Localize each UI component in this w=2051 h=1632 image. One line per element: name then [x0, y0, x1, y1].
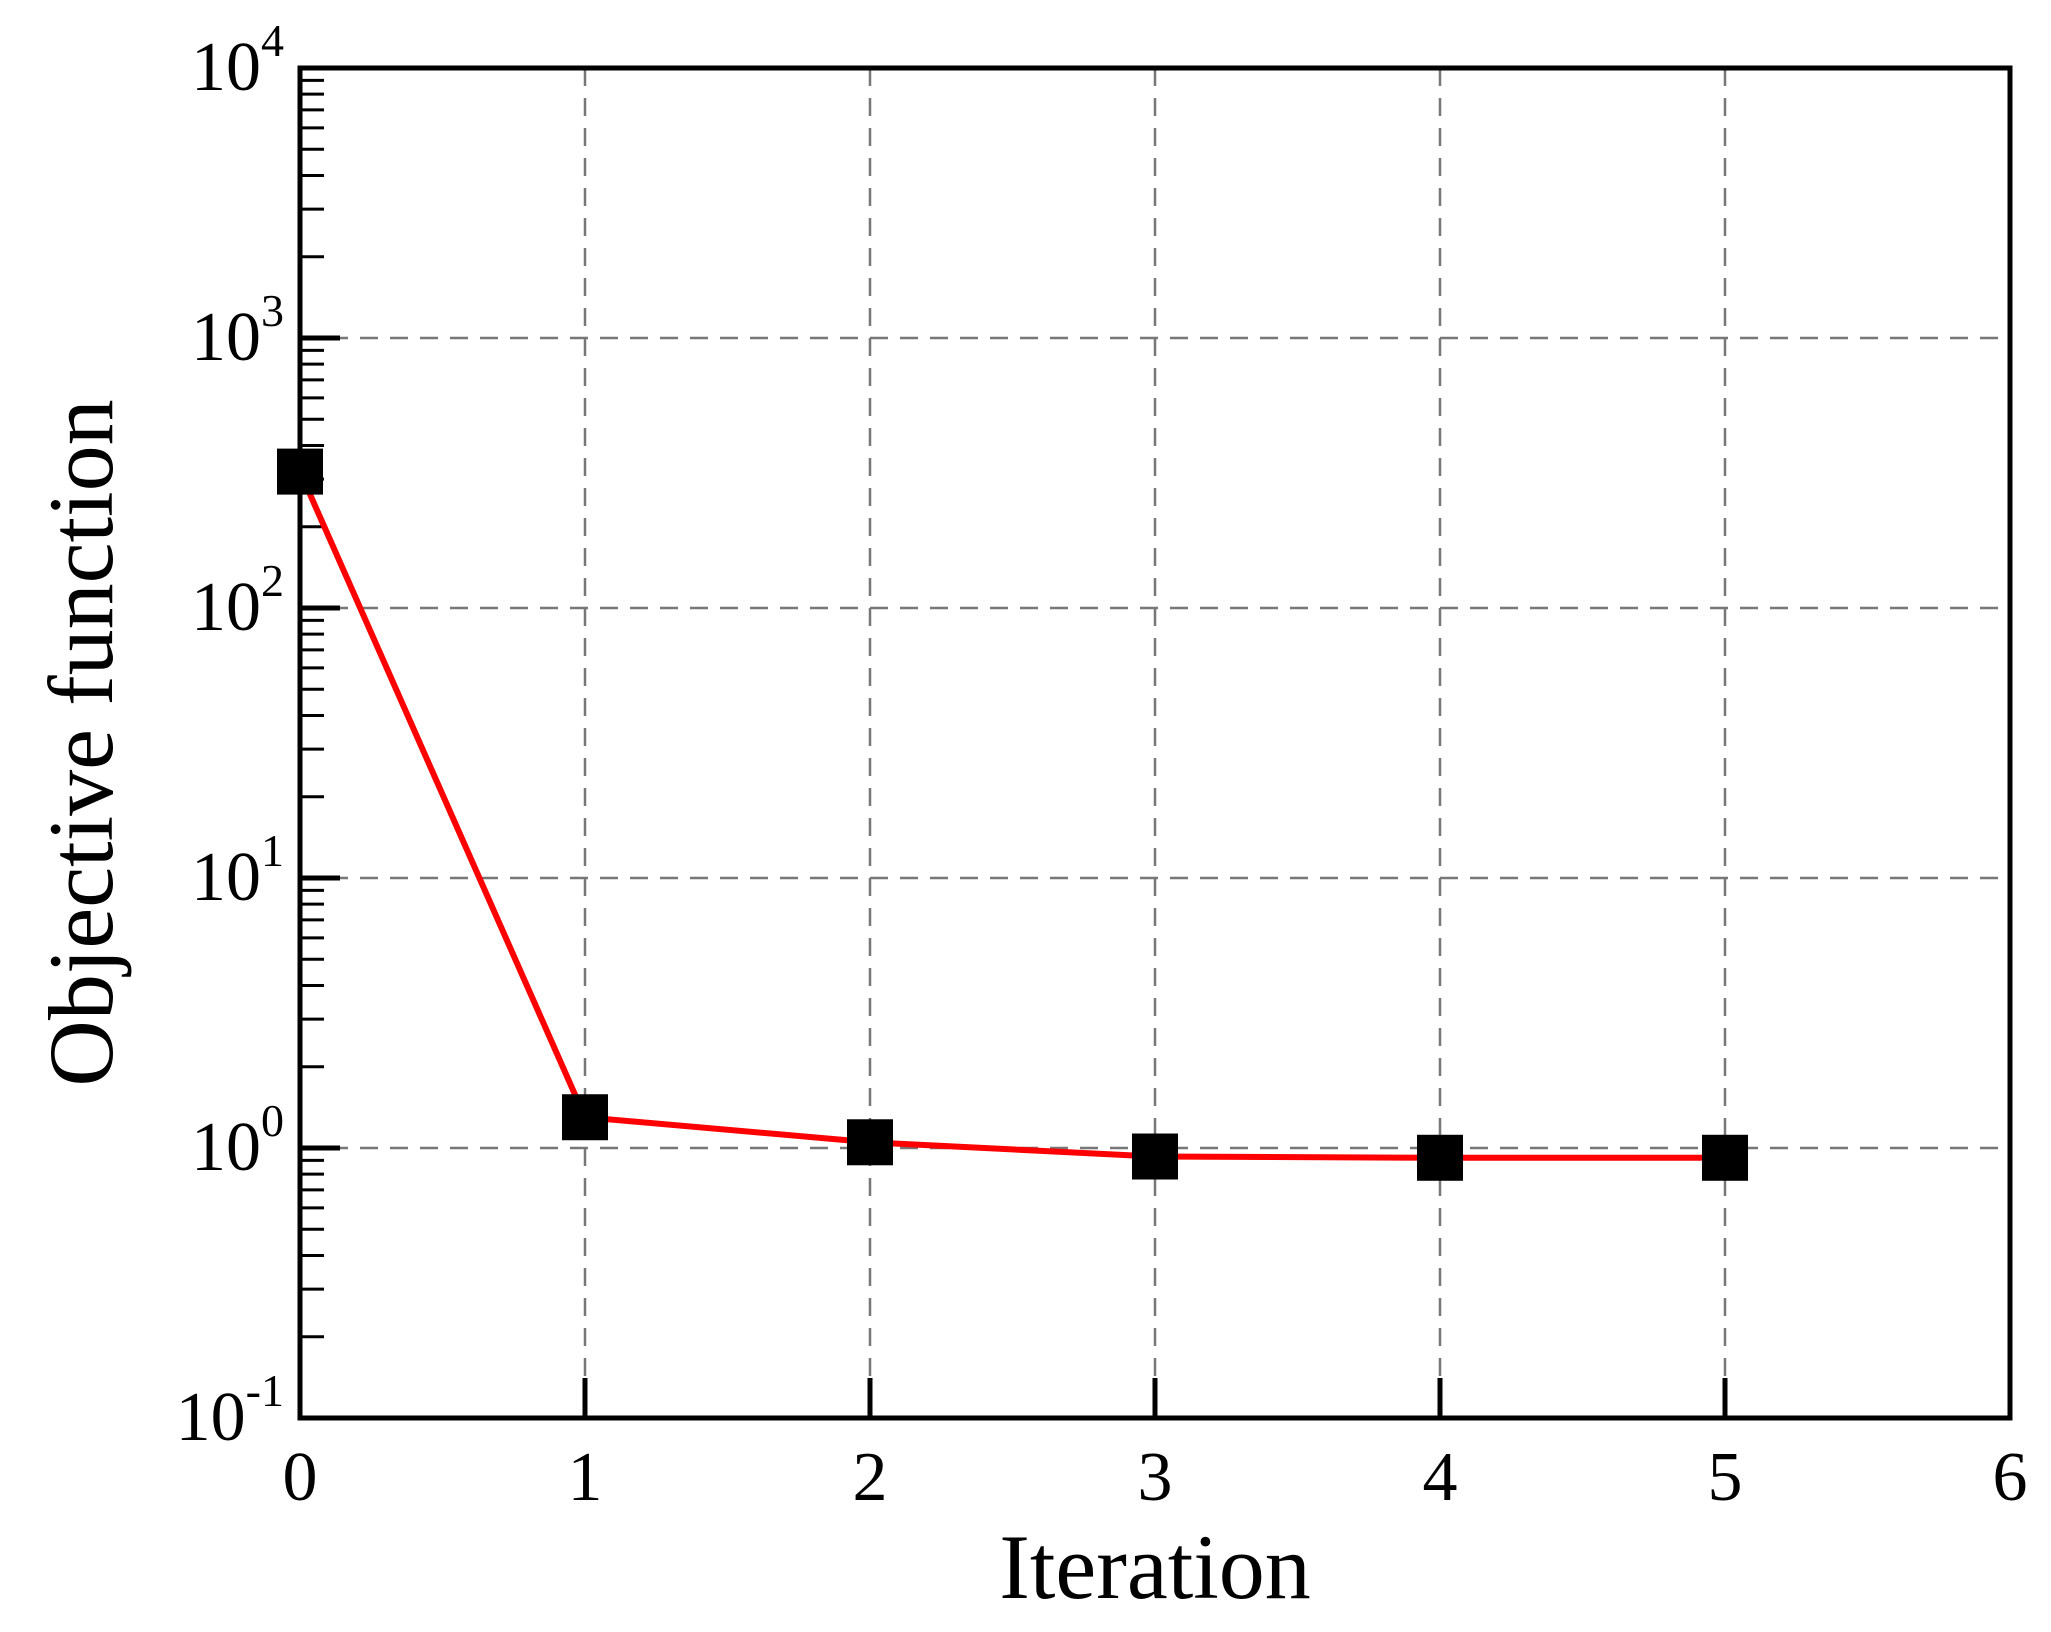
- x-tick-label: 5: [1708, 1439, 1743, 1516]
- data-point-marker: [1132, 1133, 1178, 1180]
- x-tick-label: 4: [1423, 1439, 1458, 1516]
- y-tick-label: 10-1: [176, 1365, 284, 1456]
- y-tick-label: 100: [191, 1095, 284, 1186]
- x-tick-label: 0: [283, 1439, 318, 1516]
- y-tick-label: 101: [191, 825, 284, 916]
- y-axis-title: Objective function: [30, 399, 132, 1086]
- x-tick-label: 3: [1138, 1439, 1173, 1516]
- data-point-marker: [847, 1119, 893, 1166]
- series-line: [297, 470, 1725, 1161]
- x-tick-labels: 0 1 2 3 4 5 6: [283, 1439, 2028, 1516]
- data-point-marker: [562, 1094, 608, 1141]
- grid-lines: [300, 68, 2010, 1418]
- data-point-marker: [1417, 1134, 1463, 1181]
- plot-frame: [297, 65, 2013, 1421]
- series-group: [277, 448, 1748, 1181]
- x-tick-label: 2: [853, 1439, 888, 1516]
- x-axis-title: Iteration: [999, 1516, 1311, 1618]
- y-tick-label: 102: [191, 555, 284, 646]
- y-tick-label: 103: [191, 285, 284, 376]
- minor-ticks: [300, 78, 324, 1339]
- y-tick-labels: 10-1 100 101 102 103 104: [176, 15, 284, 1456]
- data-point-marker: [1702, 1134, 1748, 1181]
- x-tick-label: 6: [1993, 1439, 2028, 1516]
- x-tick-label: 1: [568, 1439, 603, 1516]
- y-tick-label: 104: [191, 15, 284, 106]
